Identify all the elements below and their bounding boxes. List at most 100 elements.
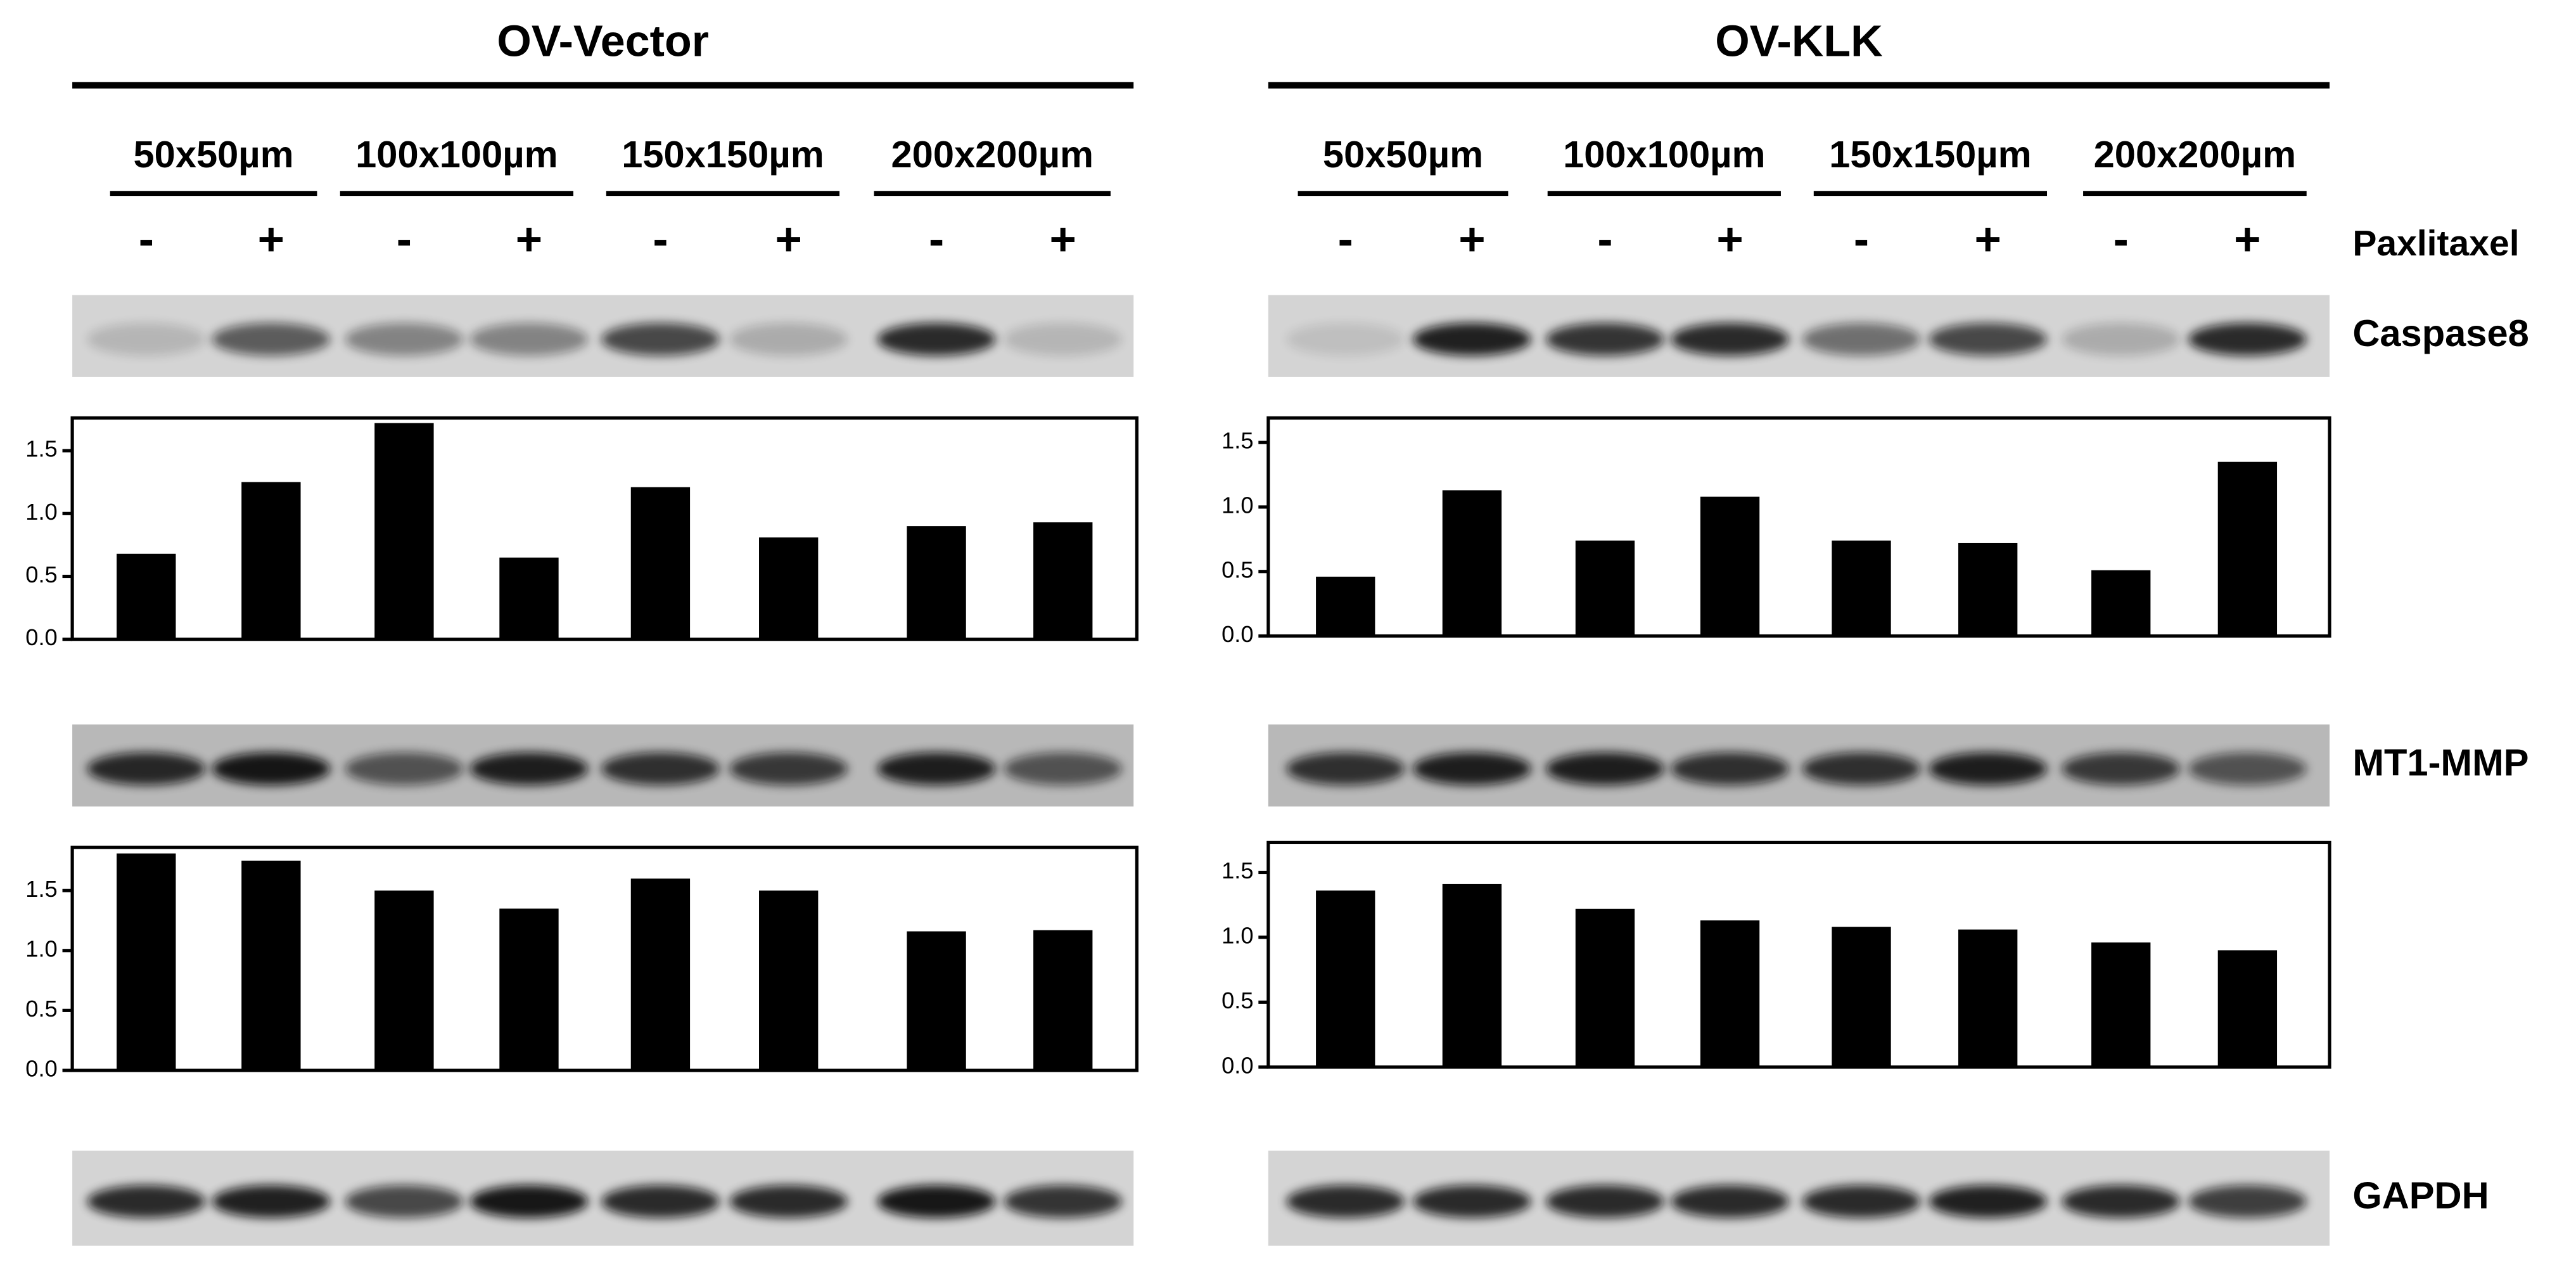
y-tick-label: 0.5	[1221, 987, 1253, 1013]
bar	[1033, 930, 1093, 1070]
y-tick-label: 1.5	[25, 876, 57, 902]
treatment-sign: +	[258, 214, 284, 265]
y-tick-label: 1.5	[25, 436, 57, 462]
bar	[499, 557, 559, 639]
bar	[907, 526, 966, 639]
bar	[2091, 570, 2151, 636]
blot-band	[2188, 323, 2307, 356]
blot-label: Caspase8	[2352, 312, 2528, 354]
plot-frame	[70, 416, 1139, 641]
treatment-sign: -	[139, 214, 154, 265]
bar	[1832, 927, 1891, 1067]
blot-band	[212, 752, 331, 785]
bar	[907, 931, 966, 1070]
blot-band	[1802, 1185, 1921, 1218]
panel-title: OV-KLK	[1715, 16, 1882, 65]
y-tick-label: 1.0	[1221, 923, 1253, 949]
bar	[2217, 461, 2278, 636]
blot-band	[1929, 752, 2048, 785]
blot-band	[1004, 323, 1123, 356]
y-tick-label: 0.0	[1221, 1052, 1253, 1078]
y-tick-label: 1.0	[1221, 492, 1253, 518]
blot-band	[729, 323, 848, 356]
blot-band	[1929, 1185, 2048, 1218]
blot-band	[345, 1185, 464, 1218]
y-tick-label: 1.0	[25, 499, 57, 525]
size-label: 200x200µm	[891, 133, 1093, 176]
bar	[2217, 950, 2278, 1067]
blot-band	[1671, 1185, 1789, 1218]
size-label: 200x200µm	[2094, 133, 2296, 176]
blot-band	[601, 323, 720, 356]
y-tick-label: 0.0	[25, 624, 57, 650]
treatment-sign: -	[397, 214, 412, 265]
bar	[630, 878, 691, 1070]
blot-band	[2188, 752, 2307, 785]
blot-band	[1546, 752, 1664, 785]
bar	[1958, 543, 2018, 636]
size-label: 150x150µm	[1829, 133, 2031, 176]
treatment-sign: +	[1050, 214, 1076, 265]
bar	[1442, 883, 1502, 1067]
bar	[1575, 908, 1635, 1067]
size-label: 50x50µm	[134, 133, 294, 176]
bar	[1700, 920, 1760, 1067]
bar	[759, 537, 819, 639]
treatment-sign: +	[1974, 214, 2001, 265]
blot-band	[469, 752, 589, 785]
blot-band	[469, 323, 589, 356]
blot-band	[1004, 1185, 1123, 1218]
bar	[374, 890, 434, 1070]
treatment-sign: +	[516, 214, 542, 265]
size-label: 100x100µm	[1563, 133, 1765, 176]
panel-title: OV-Vector	[497, 16, 709, 65]
blot-band	[87, 752, 206, 785]
bar	[1033, 522, 1093, 639]
y-tick-label: 1.5	[1221, 858, 1253, 883]
blot-band	[1671, 752, 1789, 785]
blot-band	[877, 752, 996, 785]
blot-band	[877, 323, 996, 356]
treatment-sign: -	[1854, 214, 1869, 265]
treatment-sign: +	[1716, 214, 1743, 265]
blot-band	[729, 1185, 848, 1218]
bar	[1700, 496, 1760, 636]
blot-band	[345, 323, 464, 356]
treatment-sign: -	[1597, 214, 1612, 265]
blot-band	[1802, 323, 1921, 356]
blot-band	[1546, 323, 1664, 356]
y-tick-label: 0.5	[25, 996, 57, 1022]
treatment-sign: +	[1458, 214, 1485, 265]
plot-frame	[1266, 416, 2331, 638]
blot-band	[601, 752, 720, 785]
blot-band	[345, 752, 464, 785]
blot-band	[87, 323, 206, 356]
bar	[759, 890, 819, 1070]
blot	[1268, 1150, 2330, 1246]
size-label: 50x50µm	[1323, 133, 1483, 176]
treatment-sign: -	[929, 214, 944, 265]
treatment-sign: -	[2114, 214, 2129, 265]
blot-band	[212, 1185, 331, 1218]
y-tick-label: 0.0	[25, 1055, 57, 1081]
bar	[117, 853, 176, 1070]
blot-band	[1413, 1185, 1531, 1218]
y-tick-label: 0.0	[1221, 621, 1253, 647]
blot-band	[2062, 323, 2181, 356]
blot-label: GAPDH	[2352, 1174, 2489, 1216]
treatment-sign: -	[653, 214, 668, 265]
blot-band	[729, 752, 848, 785]
bar	[1316, 576, 1375, 636]
plot-frame	[70, 845, 1139, 1072]
bar	[1442, 490, 1502, 636]
size-label: 100x100µm	[355, 133, 558, 176]
bar	[374, 423, 434, 639]
blot-band	[877, 1185, 996, 1218]
blot	[72, 295, 1134, 377]
blot-band	[601, 1185, 720, 1218]
bar	[2091, 942, 2151, 1067]
blot-band	[2062, 1185, 2181, 1218]
blot-band	[1004, 752, 1123, 785]
bar	[241, 860, 301, 1070]
